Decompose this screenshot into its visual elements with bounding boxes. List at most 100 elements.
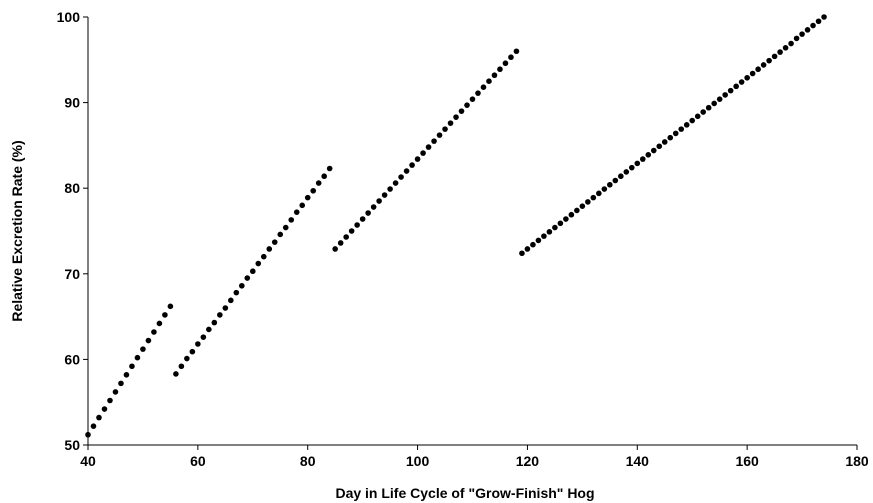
data-point — [744, 74, 750, 81]
y-tick-label: 90 — [64, 95, 80, 111]
data-point — [607, 181, 613, 188]
data-point — [431, 138, 437, 144]
y-tick-label: 50 — [64, 437, 80, 453]
data-point — [755, 66, 761, 73]
axes — [87, 17, 857, 446]
data-point — [705, 104, 712, 111]
x-tick-label: 100 — [406, 453, 430, 469]
data-point — [689, 117, 696, 124]
data-point — [612, 177, 619, 184]
data-points — [85, 14, 827, 438]
data-point — [491, 72, 498, 79]
data-point — [766, 57, 772, 64]
data-point — [678, 126, 685, 132]
data-point — [140, 346, 146, 352]
data-point — [260, 253, 267, 260]
data-point — [722, 92, 728, 98]
data-point — [184, 355, 190, 362]
data-point — [96, 414, 102, 421]
data-point — [601, 186, 608, 192]
data-point — [579, 203, 586, 209]
x-axis-ticks: 40 60 80 100 120 140 160 180 — [80, 445, 869, 469]
data-point — [563, 216, 569, 222]
data-point — [348, 228, 355, 234]
data-point — [244, 275, 251, 281]
data-point — [486, 78, 492, 84]
y-tick-label: 60 — [64, 351, 80, 367]
y-tick-label: 80 — [64, 180, 80, 196]
data-point — [189, 348, 196, 355]
data-point — [799, 31, 805, 37]
data-point — [233, 289, 240, 296]
data-point — [760, 62, 767, 68]
data-point — [107, 397, 113, 404]
data-point — [304, 194, 311, 201]
x-tick-label: 180 — [845, 453, 869, 469]
data-point — [326, 165, 333, 172]
data-point — [749, 70, 756, 77]
data-point — [535, 237, 542, 244]
data-point — [195, 341, 201, 347]
data-point — [249, 268, 256, 275]
data-point — [557, 220, 564, 227]
data-point — [370, 204, 377, 210]
data-point — [447, 120, 454, 126]
data-point — [299, 202, 306, 209]
data-point — [634, 160, 641, 167]
data-point — [414, 156, 421, 162]
data-point — [118, 380, 124, 387]
data-point — [623, 169, 630, 175]
data-point — [793, 35, 800, 42]
data-point — [667, 134, 674, 141]
data-point — [134, 354, 141, 361]
data-point — [392, 180, 399, 186]
data-point — [222, 305, 229, 311]
x-tick-label: 60 — [190, 453, 206, 469]
data-point — [771, 53, 778, 60]
data-point — [711, 100, 717, 107]
data-point — [513, 48, 520, 55]
data-point — [129, 363, 135, 370]
data-point — [530, 241, 536, 248]
data-point — [266, 246, 273, 252]
data-point — [497, 66, 503, 73]
data-point — [381, 192, 388, 198]
data-point — [788, 40, 794, 47]
data-point — [683, 122, 690, 128]
x-axis-title: Day in Life Cycle of "Grow-Finish" Hog — [335, 485, 594, 501]
data-point — [228, 297, 234, 304]
data-point — [365, 210, 371, 216]
data-point — [639, 156, 646, 162]
data-point — [596, 190, 602, 197]
data-point — [90, 423, 97, 429]
data-point — [782, 45, 789, 51]
x-tick-label: 160 — [735, 453, 759, 469]
data-point — [469, 96, 476, 102]
data-point — [502, 60, 509, 67]
data-point — [398, 174, 404, 180]
data-point — [585, 199, 591, 205]
data-point — [337, 240, 344, 246]
data-point — [293, 209, 300, 215]
data-point — [288, 217, 295, 223]
data-point — [453, 114, 459, 120]
data-point — [359, 216, 366, 222]
data-point — [217, 312, 223, 318]
data-point — [409, 162, 415, 168]
x-tick-label: 40 — [80, 453, 96, 469]
data-point — [475, 90, 481, 96]
data-point — [376, 198, 382, 204]
data-point — [354, 222, 360, 228]
x-tick-label: 120 — [516, 453, 540, 469]
x-tick-label: 80 — [300, 453, 316, 469]
y-axis-title: Relative Excretion Rate (%) — [9, 140, 25, 321]
data-point — [480, 84, 487, 90]
data-point — [815, 18, 822, 25]
x-tick-label: 140 — [626, 453, 650, 469]
data-point — [277, 231, 284, 238]
data-point — [546, 229, 553, 235]
data-point — [200, 334, 207, 340]
data-point — [271, 239, 278, 245]
data-point — [332, 246, 338, 252]
